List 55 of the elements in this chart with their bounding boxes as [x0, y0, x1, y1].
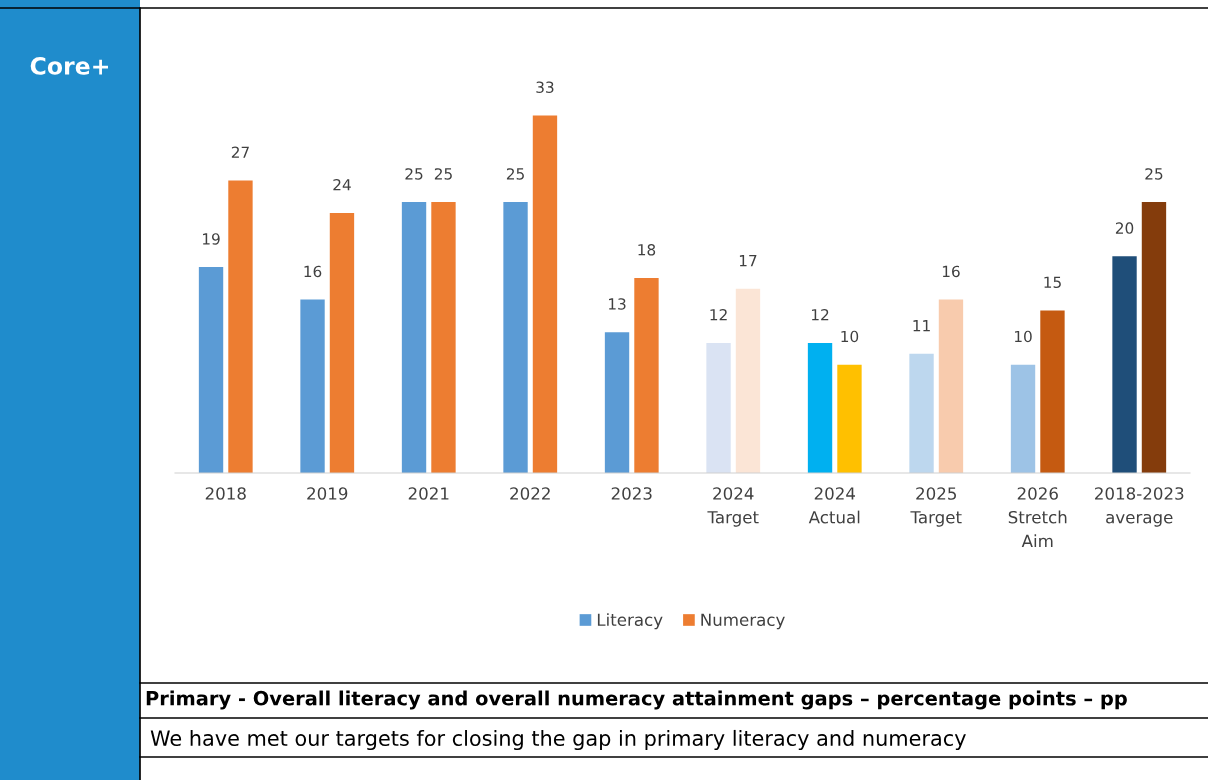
- data-label: 16: [942, 265, 960, 278]
- data-label: 12: [710, 309, 727, 321]
- data-label: 12: [811, 309, 829, 321]
- bar: [909, 353, 934, 473]
- bar: [329, 212, 355, 473]
- data-label: 16: [304, 265, 322, 278]
- bar: [1040, 310, 1065, 473]
- bar: [431, 202, 456, 473]
- bar: [532, 115, 558, 473]
- legend-label: Literacy: [597, 613, 663, 630]
- x-tick-label: 2019: [307, 487, 348, 500]
- data-label: 19: [202, 233, 220, 245]
- data-label: 15: [1044, 276, 1061, 289]
- x-tick-label: 2018: [205, 487, 246, 500]
- data-label: 10: [1014, 330, 1032, 343]
- x-tick-label: 2024 Actual: [808, 487, 860, 524]
- x-tick-label: 2025 Target: [910, 487, 962, 527]
- x-tick-label: 2022: [510, 487, 550, 500]
- bar: [837, 364, 862, 473]
- x-tick-label: 2026 Stretch Aim: [1008, 487, 1067, 548]
- bar: [503, 202, 528, 473]
- data-label: 20: [1115, 222, 1134, 234]
- data-label: 25: [434, 168, 452, 180]
- bar: [938, 299, 964, 473]
- bar: [228, 180, 253, 473]
- x-tick-label: 2024 Target: [707, 487, 759, 527]
- data-label: 25: [405, 168, 423, 180]
- x-tick-label: 2018-2023 average: [1095, 487, 1184, 527]
- data-label: 25: [506, 168, 524, 180]
- bar: [706, 342, 731, 473]
- data-label: 11: [913, 320, 930, 332]
- bar: [604, 332, 630, 473]
- bar: [300, 299, 325, 473]
- bar: [807, 342, 833, 473]
- data-label: 13: [608, 298, 626, 310]
- bar: [1010, 364, 1036, 473]
- bar: [401, 202, 427, 473]
- data-label: 33: [536, 81, 554, 93]
- data-label: 10: [841, 330, 859, 343]
- data-label: 24: [333, 178, 351, 191]
- x-tick-label: 2023: [611, 487, 652, 500]
- data-label: 27: [231, 146, 249, 158]
- bar: [1141, 202, 1167, 473]
- bar: [634, 277, 659, 473]
- data-label: 18: [638, 243, 656, 256]
- bar: [198, 267, 224, 473]
- bar: [1112, 256, 1137, 473]
- bar: [735, 288, 761, 473]
- data-label: 17: [739, 255, 757, 267]
- text: We have met our targets for closing the gap in primary literacy and numeracy: [150, 729, 966, 751]
- legend-label: Numeracy: [701, 613, 785, 630]
- text: Primary - Overall literacy and overall numeracy attainment gaps – percentage points – pp: [146, 690, 1127, 710]
- chart-subtitle: Core+: [30, 56, 108, 75]
- data-label: 25: [1145, 168, 1163, 180]
- x-tick-label: 2021: [408, 487, 449, 500]
